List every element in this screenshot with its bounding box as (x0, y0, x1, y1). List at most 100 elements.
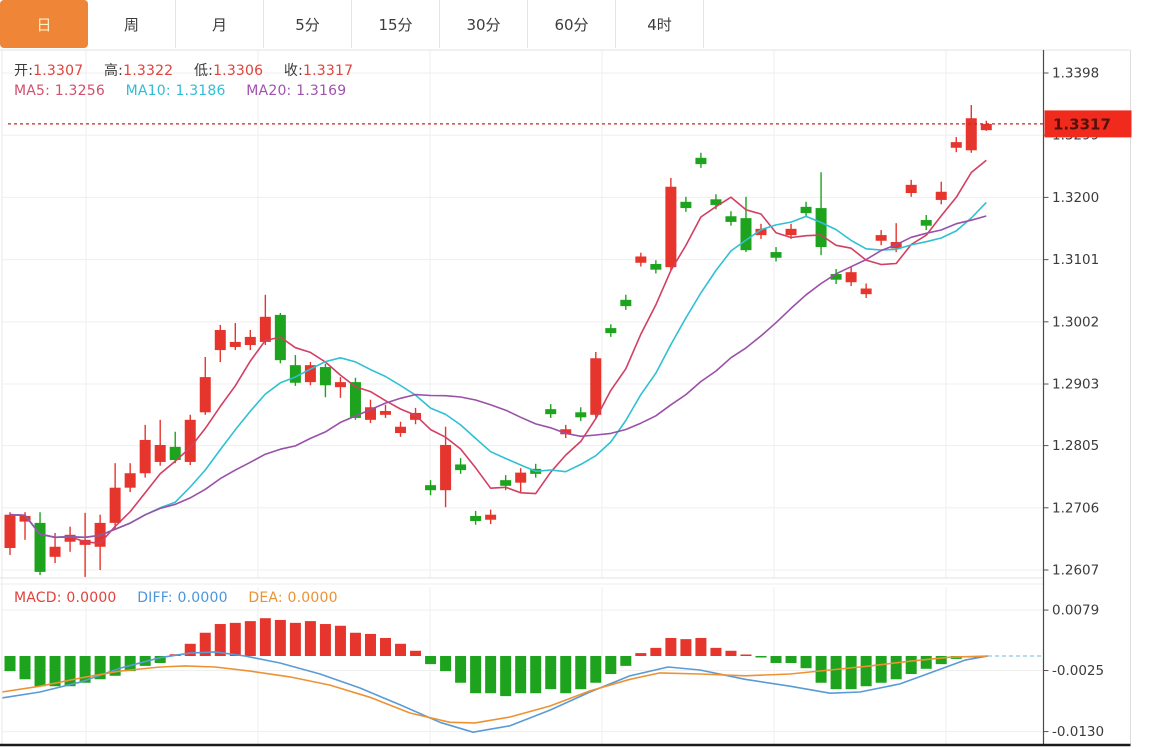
macd-bar (545, 656, 557, 690)
candles-and-ma (4, 105, 992, 577)
candle-body (635, 256, 647, 263)
open-label: 开: (14, 63, 34, 79)
macd-bar (229, 622, 241, 656)
candle-body (425, 485, 437, 491)
candle-body (710, 199, 722, 205)
candle-body (139, 439, 151, 474)
high-label: 高: (103, 63, 124, 79)
macd-bar (259, 618, 271, 656)
ohlc-readout: 开:1.3307 高:1.3322 低:1.3306 收:1.3317 (14, 60, 353, 80)
candle-body (34, 522, 46, 572)
macd-bar (590, 656, 602, 683)
candle-body (695, 157, 707, 165)
candle-body (590, 358, 602, 415)
dea-value: 0.0000 (287, 590, 338, 606)
macd-bar (4, 656, 16, 672)
macd-bar (665, 637, 677, 656)
candle-body (485, 514, 497, 520)
candle-body (920, 220, 932, 226)
candle-body (124, 473, 136, 488)
close-label: 收: (283, 63, 304, 79)
high-value: 1.3322 (123, 63, 174, 79)
candle-body (785, 228, 797, 236)
macd-bar (349, 632, 361, 656)
candle-body (109, 487, 121, 523)
candle-body (334, 382, 346, 388)
macd-bar (109, 656, 121, 676)
candle-body (725, 216, 737, 222)
macd-bar (920, 656, 932, 669)
candle-body (770, 252, 782, 258)
macd-bar (860, 656, 872, 687)
candle-body (364, 407, 376, 420)
macd-bar (635, 653, 647, 656)
candle-body (875, 235, 887, 241)
ma5-line (9, 159, 987, 545)
tab-timeframe-1[interactable]: 周 (88, 0, 176, 48)
low-label: 低: (193, 63, 214, 79)
macd-bar (500, 656, 512, 697)
macd-bar (620, 656, 632, 666)
tab-timeframe-7[interactable]: 4时 (616, 0, 704, 48)
macd-bar (94, 656, 106, 680)
candle-body (4, 514, 16, 549)
axis-tick-label: -0.0130 (1052, 724, 1104, 740)
macd-bar (650, 647, 662, 656)
close-value: 1.3317 (303, 63, 354, 79)
macd-bar (455, 656, 467, 683)
axis-tick-label: -0.0025 (1052, 663, 1104, 679)
tab-timeframe-3[interactable]: 5分 (264, 0, 352, 48)
macd-panel (1, 618, 1041, 734)
macd-bar (770, 656, 782, 663)
macd-bar (695, 637, 707, 656)
ma10-label: MA10: (125, 83, 171, 99)
kline-chart[interactable]: 1.33981.32991.32001.31011.30021.29031.28… (0, 48, 1154, 749)
candle-body (680, 201, 692, 209)
macd-bar (304, 621, 316, 656)
ma20-line (9, 215, 987, 539)
grid-lines (2, 50, 1043, 745)
macd-bar (605, 656, 617, 675)
tab-timeframe-5[interactable]: 30分 (440, 0, 528, 48)
low-value: 1.3306 (213, 63, 264, 79)
tab-timeframe-6[interactable]: 60分 (528, 0, 616, 48)
macd-bar (214, 624, 226, 656)
macd-bar (380, 637, 391, 656)
axis-tick-label: 1.2706 (1052, 500, 1099, 516)
macd-bar (800, 656, 812, 669)
macd-bar (34, 656, 46, 687)
dea-line (1, 655, 989, 724)
ma20-value: 1.3169 (296, 83, 347, 99)
macd-bar (289, 622, 301, 656)
candle-body (470, 515, 482, 521)
macd-bar (425, 656, 437, 665)
macd-bar (530, 656, 542, 694)
tab-timeframe-4[interactable]: 15分 (352, 0, 440, 48)
macd-label: MACD: (14, 590, 62, 606)
candle-body (860, 288, 872, 295)
ma10-value: 1.3186 (175, 83, 226, 99)
axis-tick-label: 1.2903 (1052, 377, 1099, 393)
macd-bar (124, 656, 136, 672)
tab-timeframe-2[interactable]: 月 (176, 0, 264, 48)
macd-bar (199, 632, 211, 656)
macd-bar (755, 656, 767, 658)
tab-timeframe-0[interactable]: 日 (0, 0, 88, 48)
candle-body (214, 329, 226, 351)
candle-body (229, 341, 241, 347)
diff-value: 0.0000 (177, 590, 228, 606)
axis-tick-label: 1.3101 (1052, 252, 1099, 268)
macd-bar (845, 656, 857, 690)
axis-tick-label: 1.3200 (1052, 190, 1099, 206)
macd-bar (740, 654, 752, 656)
macd-bar (560, 656, 572, 694)
candle-body (380, 411, 391, 415)
macd-bar (19, 656, 31, 680)
candle-body (395, 426, 407, 434)
macd-bar (334, 625, 346, 656)
price-axis: 1.33981.32991.32001.31011.30021.29031.28… (0, 49, 1132, 747)
macd-bar (395, 643, 407, 656)
macd-bar (49, 656, 61, 687)
candle-body (64, 534, 76, 542)
candle-body (259, 316, 271, 342)
